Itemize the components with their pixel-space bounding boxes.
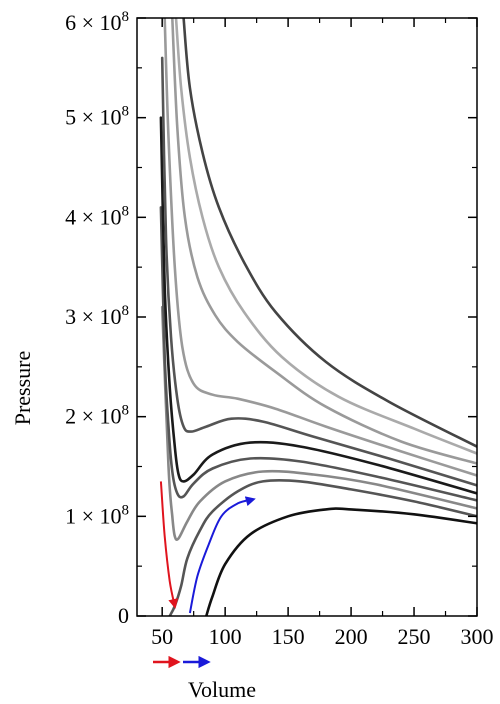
isotherm-line-8 [171, 18, 477, 465]
plot-area: 50 100 150 200 250 300 0 1 × 108 2 × 108 3 × 108 4… [65, 9, 493, 649]
isotherm-line-6 [160, 56, 477, 487]
expansion-arrow [188, 496, 256, 614]
isotherm-line-3 [160, 305, 477, 541]
y-tick-label: 2 × 108 [65, 403, 129, 429]
y-tick-label: 5 × 108 [65, 104, 129, 130]
isotherm-line-1 [205, 507, 477, 616]
isotherm-line-2 [168, 479, 477, 616]
x-axis-title: Volume [188, 677, 256, 702]
y-tick-label: 4 × 108 [65, 203, 129, 229]
y-tick-label: 1 × 108 [65, 502, 129, 528]
x-tick-label: 150 [272, 624, 305, 649]
x-tick-label: 300 [461, 624, 494, 649]
y-tick-label: 3 × 108 [65, 303, 129, 329]
compression-arrow [159, 481, 179, 609]
arrow-layer [159, 481, 256, 614]
isotherm-line-10 [182, 18, 477, 448]
x-tick-label: 200 [335, 624, 368, 649]
isotherm-line-5 [159, 116, 477, 495]
isotherm-line-4 [159, 206, 477, 502]
x-tick-label: 250 [398, 624, 431, 649]
y-axis-title: Pressure [10, 351, 35, 426]
x-tick-label: 100 [209, 624, 242, 649]
isotherm-line-9 [174, 18, 477, 455]
series-layer [159, 18, 477, 616]
plot-frame [136, 17, 478, 617]
y-tick-label: 6 × 108 [65, 9, 129, 35]
y-tick-label: 0 [118, 603, 129, 628]
isotherm-line-7 [163, 18, 477, 477]
x-tick-label: 50 [151, 624, 173, 649]
tick-layer: 50 100 150 200 250 300 0 1 × 108 2 × 108 3 × 108 4… [65, 9, 493, 649]
